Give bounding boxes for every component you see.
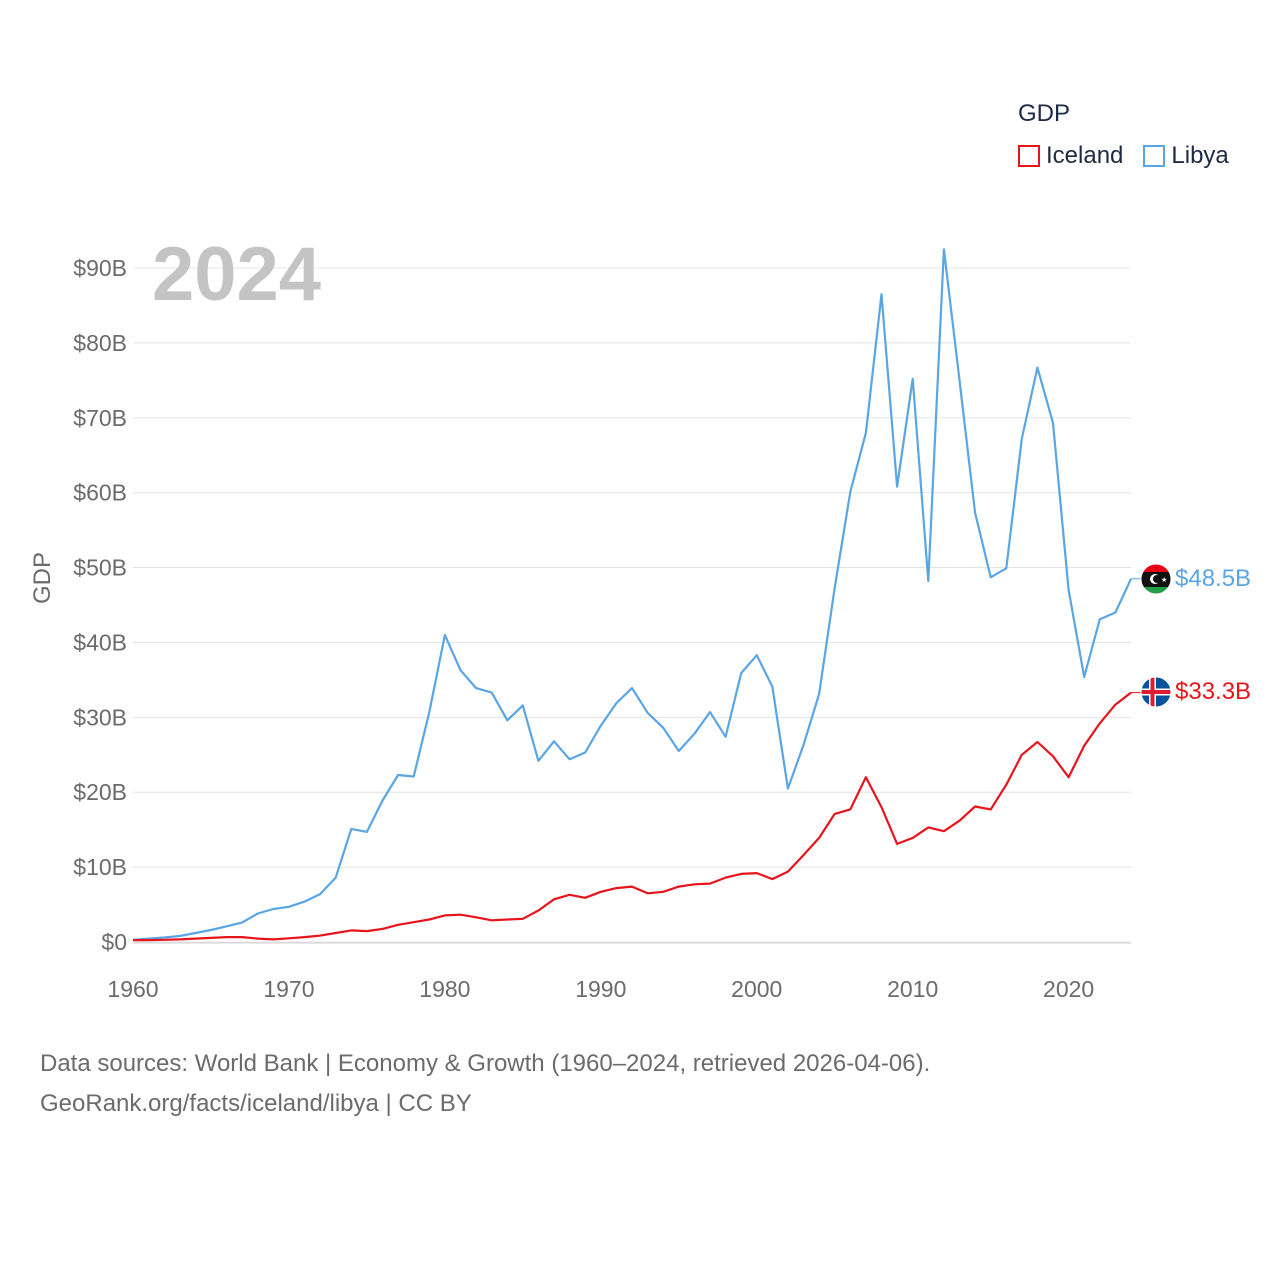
y-tick-label: $0 (101, 929, 127, 955)
x-tick-label: 2000 (731, 976, 782, 1002)
y-axis-label: GDP (29, 552, 56, 604)
svg-text:★: ★ (1161, 576, 1167, 584)
y-tick-label: $90B (73, 255, 127, 281)
x-tick-label: 1990 (575, 976, 626, 1002)
iceland-flag-icon (1141, 677, 1171, 707)
series-line-libya (132, 248, 1132, 941)
libya-flag-icon: ★ (1141, 564, 1171, 594)
iceland-end-value: $33.3B (1175, 678, 1251, 705)
y-tick-label: $20B (73, 779, 127, 805)
x-tick-label: 1960 (107, 976, 158, 1002)
legend-label-libya: Libya (1171, 142, 1229, 169)
y-tick-label: $80B (73, 330, 127, 356)
x-tick-label: 2010 (887, 976, 938, 1002)
legend-title: GDP (1018, 100, 1071, 127)
x-axis-ticks: 1960 1970 1980 1990 2000 2010 2020 (107, 976, 1094, 1002)
y-tick-label: $30B (73, 704, 127, 730)
x-tick-label: 2020 (1043, 976, 1094, 1002)
grid-lines (133, 267, 1131, 944)
x-tick-label: 1980 (419, 976, 470, 1002)
source-note: Data sources: World Bank | Economy & Gro… (40, 1044, 930, 1124)
legend-swatch-iceland (1018, 145, 1040, 167)
legend-item-iceland[interactable]: Iceland (1018, 142, 1123, 170)
libya-end-value: $48.5B (1175, 565, 1251, 592)
legend: Iceland Libya (1018, 142, 1249, 170)
y-tick-label: $40B (73, 629, 127, 655)
series-lines (132, 248, 1141, 942)
y-tick-label: $50B (73, 555, 127, 581)
source-line-2: GeoRank.org/facts/iceland/libya | CC BY (40, 1090, 472, 1117)
legend-item-libya[interactable]: Libya (1143, 142, 1229, 170)
source-line-1: Data sources: World Bank | Economy & Gro… (40, 1050, 931, 1077)
legend-swatch-libya (1143, 145, 1166, 167)
series-line-iceland (133, 691, 1132, 942)
legend-label-iceland: Iceland (1046, 142, 1124, 169)
x-tick-label: 1970 (263, 976, 314, 1002)
y-tick-label: $60B (73, 480, 127, 506)
year-label: 2024 (152, 232, 321, 317)
y-axis-ticks: $0 $10B $20B $30B $40B $50B $60B $70B $80B $90B (73, 255, 127, 955)
end-markers: ★ $48.5B $33.3B (1140, 563, 1251, 708)
y-tick-label: $10B (73, 854, 127, 880)
y-tick-label: $70B (73, 405, 127, 431)
